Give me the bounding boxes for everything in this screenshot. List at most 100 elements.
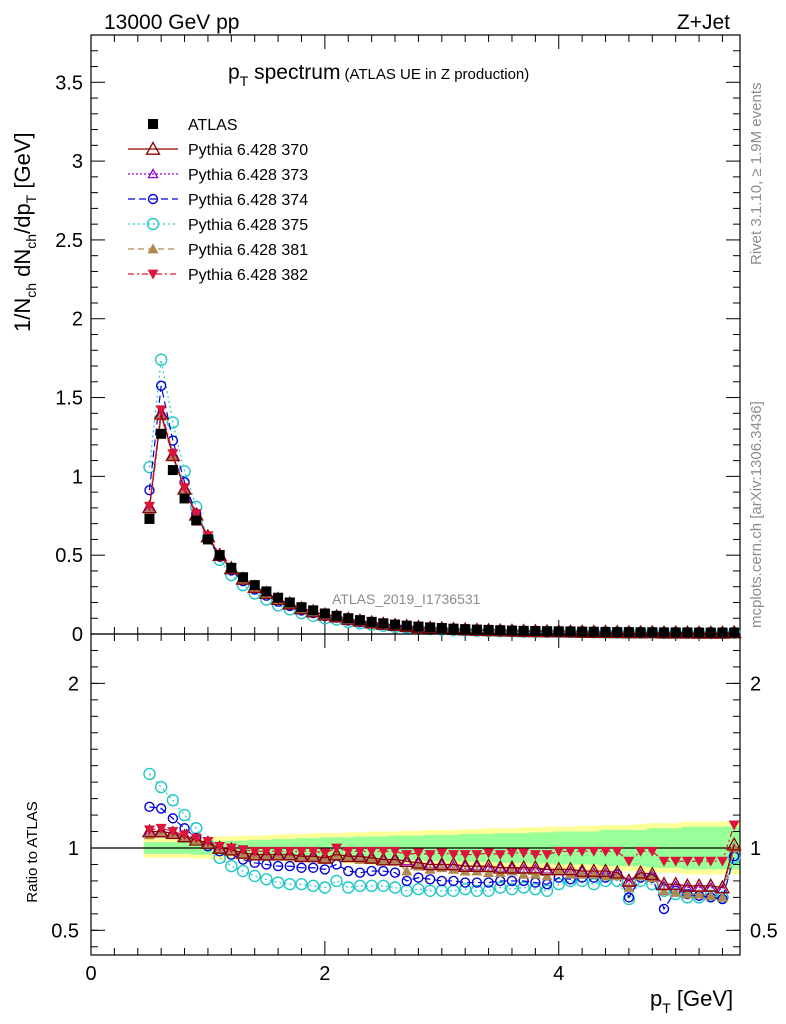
series-ratio-point bbox=[366, 846, 378, 857]
series-point bbox=[179, 483, 191, 494]
series-ratio-point bbox=[377, 879, 390, 893]
series-ratio-point bbox=[658, 856, 670, 867]
atlas-point bbox=[717, 627, 728, 638]
ratio-axis-label: Ratio to ATLAS bbox=[24, 801, 41, 902]
series-ratio-point bbox=[307, 846, 319, 857]
series-ratio-point bbox=[413, 872, 424, 883]
series-ratio-point bbox=[681, 888, 693, 899]
series-ratio-point bbox=[574, 863, 590, 877]
series-ratio-point bbox=[541, 850, 553, 861]
atlas-point bbox=[530, 626, 541, 637]
series-ratio-point bbox=[494, 850, 506, 861]
series-point bbox=[165, 447, 181, 462]
series-ratio-point bbox=[518, 868, 530, 879]
atlas-point bbox=[483, 624, 494, 635]
atlas-point bbox=[542, 626, 553, 637]
atlas-point bbox=[249, 580, 260, 591]
y-tick-label: 1 bbox=[72, 466, 83, 488]
series-ratio-point bbox=[295, 846, 307, 857]
series-ratio-point bbox=[165, 825, 181, 840]
x-axis-label: pT [GeV] bbox=[650, 986, 733, 1016]
series-ratio-point bbox=[295, 852, 307, 863]
series-ratio-point bbox=[434, 856, 450, 871]
series-ratio-point bbox=[448, 863, 460, 874]
legend-label: Pythia 6.428 382 bbox=[188, 267, 308, 284]
atlas-point bbox=[670, 627, 681, 638]
series-ratio-point bbox=[483, 877, 494, 888]
series-ratio-point bbox=[529, 850, 541, 861]
legend-marker bbox=[147, 193, 159, 205]
series-ratio-point bbox=[564, 846, 576, 857]
series-ratio-point bbox=[551, 861, 567, 876]
legend-entry: Pythia 6.428 381 bbox=[128, 242, 308, 259]
atlas-point bbox=[682, 627, 693, 638]
series-1-ratio bbox=[141, 823, 742, 894]
series-ratio-point bbox=[249, 846, 261, 857]
series-ratio-point bbox=[272, 860, 284, 872]
series-ratio-point bbox=[295, 878, 308, 891]
series-ratio-point bbox=[319, 848, 331, 859]
energy-label: 13000 GeV pp bbox=[104, 11, 239, 34]
series-ratio-point bbox=[681, 856, 693, 867]
atlas-point bbox=[167, 465, 178, 476]
atlas-point bbox=[144, 513, 155, 524]
series-ratio-point bbox=[387, 851, 403, 866]
series-ratio-point bbox=[540, 884, 554, 897]
atlas-point bbox=[705, 627, 716, 638]
series-ratio-point bbox=[693, 888, 705, 899]
mcplots-label: mcplots.cern.ch [arXiv:1306.3436] bbox=[748, 401, 765, 628]
ratio-panel: 0.5 0.5 1 1 2 2 0 2 4 bbox=[51, 633, 778, 985]
series-ratio-point bbox=[506, 875, 518, 887]
atlas-point bbox=[425, 622, 436, 633]
series-ratio-point bbox=[424, 863, 436, 874]
series-ratio-point bbox=[447, 884, 460, 897]
series-ratio-point bbox=[609, 864, 625, 879]
series-ratio-point bbox=[318, 881, 332, 894]
series-ratio-point bbox=[714, 879, 731, 894]
series-ratio-point bbox=[552, 878, 565, 891]
legend-marker bbox=[146, 217, 160, 231]
series-ratio-point bbox=[469, 858, 485, 872]
atlas-point bbox=[612, 627, 623, 638]
atlas-point bbox=[565, 626, 576, 637]
series-ratio-point bbox=[458, 882, 472, 896]
series-ratio-point bbox=[576, 846, 588, 857]
ratio-frame bbox=[90, 633, 741, 956]
series-ratio-point bbox=[459, 877, 471, 888]
series-ratio-point bbox=[389, 846, 401, 857]
series-point bbox=[153, 405, 169, 420]
series-ratio-point bbox=[445, 856, 462, 871]
series-ratio-point bbox=[200, 835, 216, 849]
series-ratio-point bbox=[342, 852, 354, 863]
series-ratio-point bbox=[527, 859, 543, 874]
analysis-label: ATLAS_2019_I1736531 bbox=[332, 591, 481, 607]
series-ratio-point bbox=[504, 859, 520, 874]
series-ratio-point bbox=[705, 890, 717, 901]
series-ratio-point bbox=[388, 881, 402, 894]
series-ratio-point bbox=[306, 879, 320, 893]
series-ratio-point bbox=[225, 843, 237, 854]
series-ratio-point bbox=[459, 865, 471, 876]
series-ratio-point bbox=[679, 878, 695, 892]
atlas-point bbox=[729, 627, 740, 638]
series-ratio-point bbox=[412, 848, 424, 859]
series-ratio-point bbox=[307, 852, 319, 863]
series-ratio-point bbox=[644, 866, 660, 881]
series-ratio-point bbox=[247, 846, 263, 861]
atlas-point bbox=[658, 627, 669, 638]
series-ratio-point bbox=[670, 856, 682, 867]
series-ratio-point bbox=[378, 865, 389, 877]
legend-label: Pythia 6.428 381 bbox=[188, 242, 308, 259]
series-ratio-point bbox=[492, 859, 508, 874]
series-ratio-point bbox=[284, 860, 295, 872]
legend: ATLAS Pythia 6.428 370 Pythia 6.428 373 Pyt… bbox=[128, 117, 308, 284]
series-ratio-point bbox=[237, 845, 249, 856]
series-ratio-point bbox=[258, 846, 275, 861]
series-ratio-point bbox=[225, 859, 238, 873]
series-ratio-point bbox=[716, 856, 728, 867]
series-ratio-point bbox=[202, 837, 214, 847]
series-ratio-point bbox=[248, 869, 261, 883]
series-ratio-point bbox=[389, 867, 401, 878]
series-ratio-point bbox=[331, 843, 343, 854]
series-ratio-point bbox=[284, 846, 296, 857]
